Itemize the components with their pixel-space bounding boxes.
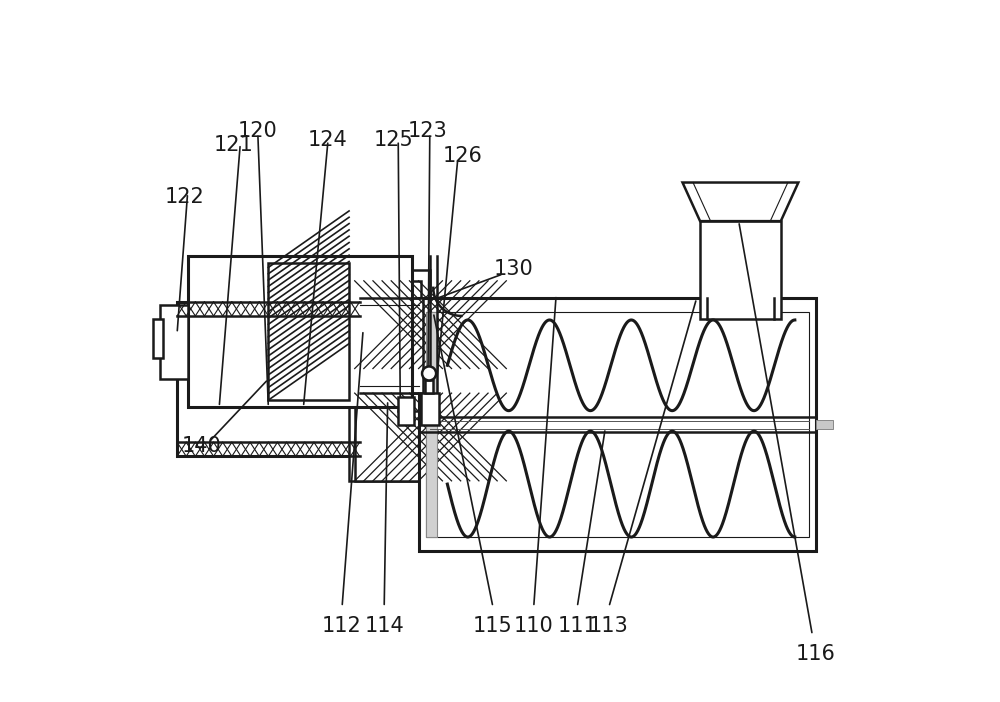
Text: 116: 116 — [796, 644, 836, 664]
Text: 112: 112 — [322, 616, 362, 636]
Bar — [409, 298, 423, 393]
Text: 140: 140 — [182, 436, 222, 456]
Bar — [153, 319, 163, 358]
Text: 126: 126 — [443, 146, 483, 166]
Text: 125: 125 — [373, 131, 413, 150]
Bar — [421, 393, 439, 425]
Bar — [355, 393, 421, 481]
Bar — [349, 270, 430, 481]
Polygon shape — [683, 183, 798, 221]
Text: 130: 130 — [494, 259, 534, 279]
Bar — [419, 298, 816, 551]
Bar — [177, 302, 360, 456]
Text: 114: 114 — [364, 616, 404, 636]
Bar — [816, 420, 833, 429]
Bar — [425, 380, 433, 393]
Text: 113: 113 — [589, 616, 629, 636]
Bar — [355, 281, 421, 369]
Bar — [349, 365, 430, 393]
Bar — [188, 256, 412, 407]
Bar — [700, 221, 781, 319]
Text: 115: 115 — [473, 616, 513, 636]
Text: 121: 121 — [213, 135, 253, 155]
Bar — [268, 263, 349, 400]
Text: 110: 110 — [514, 616, 554, 636]
Bar — [398, 397, 414, 425]
Bar — [177, 302, 360, 456]
Text: 124: 124 — [308, 131, 348, 150]
Text: 111: 111 — [557, 616, 597, 636]
Bar — [426, 312, 437, 537]
Text: 120: 120 — [238, 121, 278, 141]
Text: 122: 122 — [164, 187, 204, 206]
Bar — [160, 305, 188, 379]
Text: 123: 123 — [408, 121, 448, 141]
Bar — [426, 312, 809, 537]
Circle shape — [422, 366, 436, 380]
